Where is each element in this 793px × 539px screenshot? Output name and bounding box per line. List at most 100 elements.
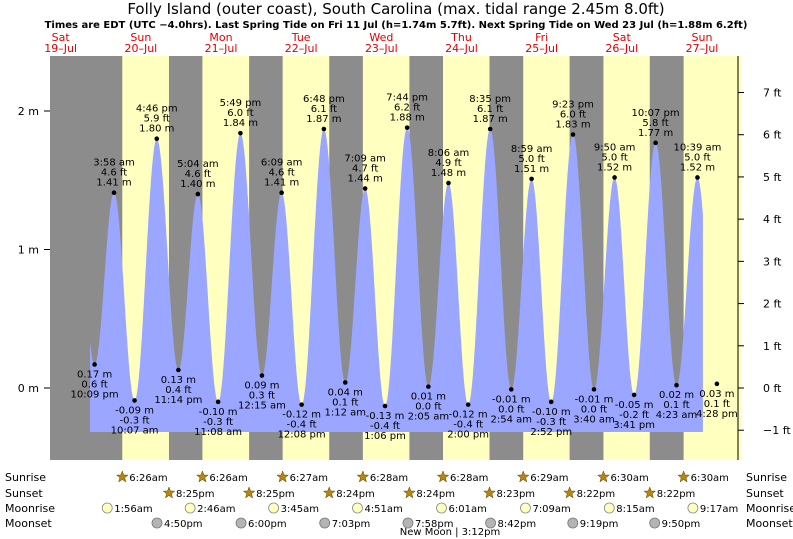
tide-point xyxy=(362,186,368,191)
moonrise-time: 6:01am xyxy=(449,504,487,515)
tide-label: 4.6 ft xyxy=(185,169,211,180)
tide-label: -0.4 ft xyxy=(370,421,400,432)
tide-label: -0.3 ft xyxy=(536,417,566,428)
low-tide-marker: -0.13 m-0.4 ft1:06 pm xyxy=(364,403,406,442)
tide-label: 0.01 m xyxy=(411,392,446,403)
tide-point xyxy=(279,190,284,196)
moonset-time: 7:03pm xyxy=(332,519,371,530)
moonrise-icon xyxy=(268,502,280,514)
tide-point xyxy=(653,140,658,146)
moonrise-icon xyxy=(603,502,615,514)
day-weekday-label: Thu xyxy=(450,31,472,44)
high-tide-marker: 8:59 am5.0 ft1.51 m xyxy=(511,144,553,182)
sunrise-time: 6:30am xyxy=(691,473,729,484)
moonset-icon xyxy=(649,517,661,529)
tide-label: 0.3 ft xyxy=(249,391,275,402)
sunset-time: 8:25pm xyxy=(176,489,215,500)
tide-label: 5.9 ft xyxy=(144,114,170,125)
tide-point xyxy=(591,387,597,392)
day-date-label: 20–Jul xyxy=(124,42,157,55)
moonrise-time: 2:46am xyxy=(197,504,235,515)
tide-label: 0.0 ft xyxy=(498,404,524,415)
moonrise-time: 1:56am xyxy=(114,504,152,515)
day-weekday-label: Sat xyxy=(613,31,632,44)
tide-point xyxy=(404,125,410,130)
tide-label: 3:58 am xyxy=(93,158,135,169)
tide-label: 10:07 pm xyxy=(632,108,680,119)
sunset-icon xyxy=(162,486,176,499)
tide-point xyxy=(238,130,243,136)
tide-label: 8:59 am xyxy=(511,144,553,155)
sunrise-time: 6:28am xyxy=(370,473,408,484)
moonset-icon xyxy=(402,517,414,529)
tide-label: 6.0 ft xyxy=(227,108,253,119)
sunrise-time: 6:26am xyxy=(129,473,167,484)
moonset-time: 6:00pm xyxy=(248,519,287,530)
sunset-icon xyxy=(242,486,256,499)
tide-label: 0.6 ft xyxy=(81,379,107,390)
tide-label: 10:07 am xyxy=(111,425,159,436)
row-label-left: Sunrise xyxy=(5,471,46,484)
tide-label: 4:23 am xyxy=(656,410,698,421)
tide-label: 0.1 ft xyxy=(704,399,730,410)
low-tide-marker: 0.01 m0.0 ft2:05 am xyxy=(408,384,449,423)
tide-label: 1.87 m xyxy=(473,114,508,125)
sunrise-time: 6:27am xyxy=(290,473,328,484)
low-tide-marker: -0.01 m0.0 ft2:54 am xyxy=(491,387,533,425)
tide-point xyxy=(195,191,201,197)
tide-label: 1.52 m xyxy=(680,162,715,173)
tide-label: 12:08 pm xyxy=(278,430,326,441)
sunset-icon xyxy=(403,486,416,499)
tide-label: 1.87 m xyxy=(306,114,341,125)
tide-label: 0.17 m xyxy=(77,369,112,380)
tide-label: 4.6 ft xyxy=(268,168,294,179)
day-date-label: 24–Jul xyxy=(445,42,478,55)
sunset-time: 8:24pm xyxy=(336,489,375,500)
tide-label: 2:52 pm xyxy=(530,427,572,438)
moonset-icon xyxy=(151,517,163,529)
sunset-icon xyxy=(643,486,657,499)
low-tide-marker: 0.04 m0.1 ft1:12 am xyxy=(325,380,366,418)
tide-point xyxy=(631,392,637,398)
tide-label: 0.03 m xyxy=(699,389,734,400)
day-weekday-label: Sun xyxy=(692,31,713,44)
tide-label: -0.01 m xyxy=(492,394,531,405)
tide-label: 8:06 am xyxy=(428,148,470,159)
tide-label: 0.0 ft xyxy=(581,404,607,415)
tide-point xyxy=(92,362,97,367)
tide-label: -0.3 ft xyxy=(203,417,233,428)
tide-point xyxy=(342,380,348,385)
sunset-icon xyxy=(322,486,336,499)
tide-label: 4.9 ft xyxy=(435,158,461,169)
tide-label: 4.7 ft xyxy=(352,164,378,175)
tide-label: 5:04 am xyxy=(177,159,219,170)
row-label-left: Sunset xyxy=(5,487,43,500)
moonrise-icon xyxy=(101,502,113,514)
tide-label: 4.6 ft xyxy=(101,168,127,179)
moon-phase-label: New Moon | 3:12pm xyxy=(400,527,500,538)
tide-label: -0.12 m xyxy=(449,410,488,421)
chart-title: Folly Island (outer coast), South Caroli… xyxy=(127,0,664,18)
tide-label: 2:54 am xyxy=(491,414,533,425)
moonset-time: 4:50pm xyxy=(164,519,203,530)
tide-curve xyxy=(90,127,703,432)
tide-label: 0.13 m xyxy=(161,375,196,386)
day-weekday-label: Mon xyxy=(209,31,232,44)
tide-label: -0.01 m xyxy=(575,394,614,405)
tide-point xyxy=(176,367,181,373)
tide-label: -0.10 m xyxy=(199,407,238,418)
row-label-left: Moonset xyxy=(5,517,52,530)
tide-label: 6:48 pm xyxy=(303,94,345,105)
tide-label: -0.09 m xyxy=(115,405,154,416)
tide-label: 6:09 am xyxy=(261,158,303,169)
sunset-time: 8:24pm xyxy=(416,489,455,500)
moonrise-time: 7:09am xyxy=(532,504,570,515)
sunset-time: 8:25pm xyxy=(256,489,295,500)
moonrise-time: 3:45am xyxy=(281,504,319,515)
tide-label: 6.2 ft xyxy=(394,103,420,114)
